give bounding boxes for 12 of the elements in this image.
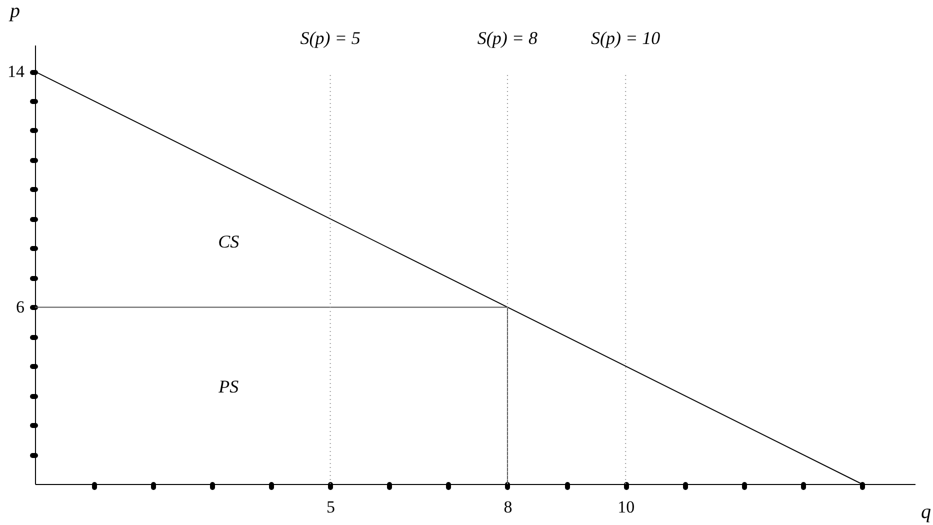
annotation: CS (218, 232, 240, 252)
ref-line-label: S(p) = 8 (477, 28, 538, 48)
y-axis-title: p (8, 0, 20, 22)
y-tick-label: 14 (8, 62, 25, 82)
x-tick-label: 10 (618, 498, 635, 516)
y-tick-label: 6 (16, 298, 24, 317)
ref-line-label: S(p) = 5 (300, 28, 360, 48)
x-tick-label: 5 (326, 498, 336, 516)
x-axis-title: q (921, 501, 931, 523)
x-tick-label: 8 (504, 498, 512, 516)
annotation: PS (218, 376, 239, 396)
ref-line-label: S(p) = 10 (591, 28, 660, 48)
